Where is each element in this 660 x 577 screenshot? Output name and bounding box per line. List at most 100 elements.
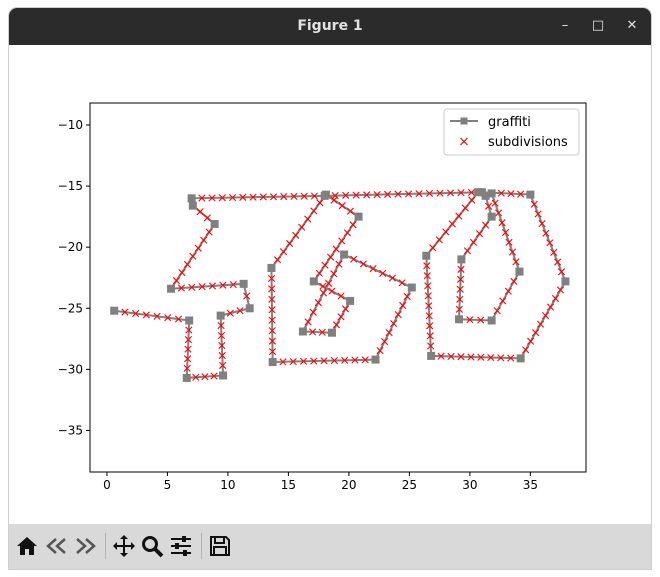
subdivision-point: [290, 192, 298, 201]
subdivision-point: [504, 287, 512, 295]
configure-icon[interactable]: [169, 534, 193, 558]
subdivision-point: [491, 199, 499, 207]
subdivision-point: [499, 297, 507, 305]
x-tick-label: 25: [402, 478, 417, 492]
subdivision-point: [404, 190, 413, 198]
subdivision-point: [456, 275, 465, 283]
subdivision-point: [351, 356, 359, 364]
subdivision-point: [530, 200, 538, 208]
subdivision-point: [279, 248, 288, 256]
zoom-icon[interactable]: [140, 534, 164, 558]
subdivision-point: [477, 353, 485, 361]
subdivision-point: [330, 270, 338, 278]
graffiti-point: [474, 188, 483, 197]
close-button[interactable]: ✕: [626, 18, 638, 33]
subdivision-point: [268, 295, 276, 303]
figure-window: Figure 1 – □ ✕ 0 5 10 15 20 25 30 35 −10 −15 −20−…: [9, 8, 651, 569]
subdivision-point: [350, 255, 358, 263]
subdivision-point: [369, 265, 377, 273]
graffiti-point: [219, 371, 228, 380]
subdivision-point: [177, 284, 186, 292]
window-title: Figure 1: [297, 18, 363, 34]
graffiti-point: [187, 194, 196, 203]
forward-icon[interactable]: [73, 534, 97, 558]
subdivision-point: [423, 262, 431, 270]
graffiti-point: [516, 354, 525, 363]
subdivision-point: [541, 312, 550, 320]
subdivision-point: [279, 358, 287, 366]
subdivision-point: [268, 337, 276, 345]
graffiti-point: [216, 311, 225, 320]
subdivision-point: [184, 336, 192, 344]
subdivision-point: [268, 285, 276, 293]
x-tick-label: 5: [164, 478, 172, 492]
subdivision-point: [385, 328, 393, 337]
save-icon[interactable]: [208, 534, 232, 558]
subdivision-point: [335, 260, 343, 268]
subdivision-point: [361, 356, 369, 364]
subdivision-point: [208, 194, 216, 202]
subdivision-point: [498, 219, 506, 227]
back-icon[interactable]: [45, 534, 69, 558]
minimize-button[interactable]: –: [561, 18, 569, 33]
subdivision-point: [310, 207, 318, 215]
figure-canvas[interactable]: 0 5 10 15 20 25 30 35 −10 −15 −20 −25 −30 −35 graffi…: [9, 45, 651, 524]
graffiti-point: [268, 358, 277, 367]
subdivision-point: [172, 277, 181, 285]
subdivision-point: [427, 342, 435, 350]
graffiti-point: [422, 251, 431, 260]
subdivision-point: [425, 189, 434, 198]
subdivision-point: [534, 210, 542, 218]
subdivision-point: [229, 280, 237, 289]
title-bar[interactable]: Figure 1 – □ ✕: [9, 8, 651, 45]
subdivision-point: [507, 354, 515, 362]
pan-icon[interactable]: [112, 534, 136, 558]
graffiti-point: [239, 279, 248, 288]
subdivision-point: [194, 244, 202, 252]
subdivision-point: [399, 301, 407, 310]
subdivision-point: [289, 357, 297, 366]
maximize-button[interactable]: □: [591, 18, 605, 33]
subdivision-point: [217, 321, 225, 330]
subdivision-point: [226, 309, 234, 317]
legend: graffiti subdivisions: [443, 108, 580, 156]
subdivision-point: [218, 194, 226, 202]
graffiti-point: [407, 283, 416, 292]
subdivision-point: [415, 190, 423, 198]
x-tick-label: 20: [341, 478, 356, 492]
subdivision-point: [551, 294, 560, 303]
graffiti-point: [340, 250, 349, 259]
subdivision-point: [268, 306, 276, 314]
graffiti-point: [309, 277, 318, 286]
subdivision-point: [487, 353, 495, 362]
subdivision-point: [482, 221, 490, 229]
subdivision-point: [517, 190, 525, 198]
home-icon[interactable]: [15, 534, 39, 558]
subdivision-point: [280, 193, 288, 201]
subdivision-point: [205, 228, 213, 236]
subdivision-point: [475, 230, 484, 238]
subdivision-point: [493, 307, 501, 315]
subdivision-point: [461, 204, 469, 212]
y-tick-label: −20: [58, 240, 83, 254]
graffiti-series-line: [457, 193, 521, 322]
subdivision-point: [320, 357, 328, 365]
subdivision-point: [218, 351, 226, 360]
subdivision-point: [426, 322, 434, 330]
subdivision-point: [200, 236, 208, 244]
subdivision-point: [198, 194, 206, 202]
legend-marker-subdivisions: [460, 137, 468, 146]
x-tick-label: 10: [220, 478, 235, 492]
subdivision-point: [164, 314, 172, 322]
subdivision-point: [203, 214, 211, 222]
subdivision-point: [437, 352, 445, 360]
subdivision-point: [394, 310, 402, 319]
subdivision-point: [298, 223, 306, 231]
graffiti-point: [188, 201, 197, 210]
graffiti-point: [561, 277, 570, 286]
subdivision-point: [447, 352, 455, 361]
subdivision-point: [236, 307, 244, 315]
graffiti-point: [182, 373, 191, 382]
subdivision-point: [457, 353, 465, 361]
subdivision-point: [394, 190, 402, 198]
